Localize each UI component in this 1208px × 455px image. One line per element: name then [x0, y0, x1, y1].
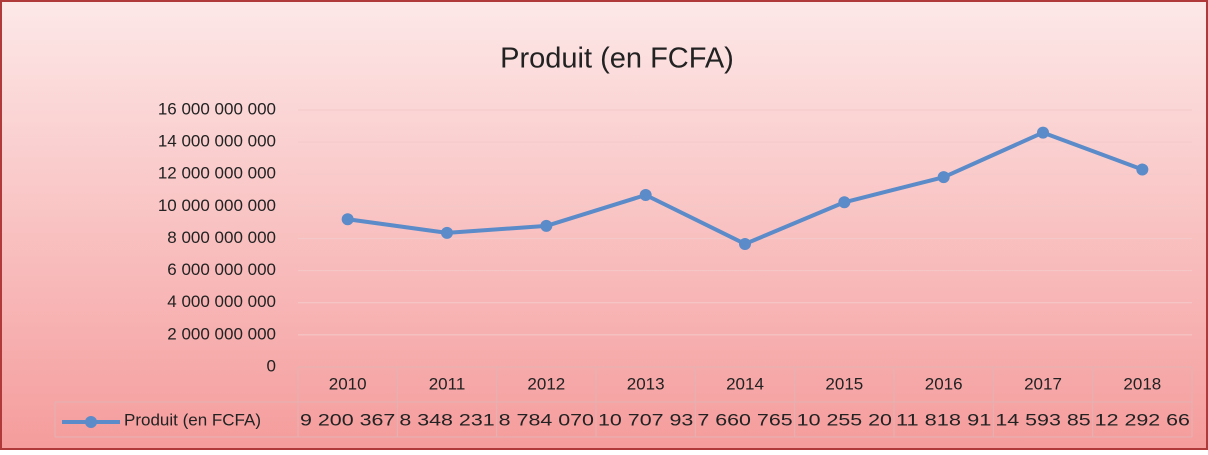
- data-point: [1136, 163, 1149, 176]
- x-tick-label: 2017: [1024, 374, 1062, 393]
- table-value: 12 292 66: [1095, 410, 1190, 429]
- legend-label: Produit (en FCFA): [124, 410, 261, 429]
- table-value: 9 200 367: [300, 410, 395, 429]
- data-point: [739, 237, 751, 250]
- data-point: [838, 196, 851, 209]
- y-tick-label: 2 000 000 000: [167, 324, 276, 343]
- data-point: [1037, 126, 1049, 139]
- x-tick-label: 2010: [329, 374, 367, 393]
- x-tick-label: 2011: [429, 374, 466, 393]
- y-tick-label: 8 000 000 000: [167, 228, 276, 247]
- data-point: [639, 189, 652, 202]
- table-value: 10 255 20: [797, 410, 892, 429]
- y-tick-label: 4 000 000 000: [167, 292, 276, 311]
- y-tick-label: 6 000 000 000: [167, 260, 276, 279]
- data-point: [937, 171, 950, 184]
- table-value: 8 348 231: [399, 410, 494, 429]
- table-value: 8 784 070: [499, 410, 594, 429]
- table-value: 14 593 85: [995, 410, 1090, 429]
- y-tick-label: 0: [267, 356, 276, 375]
- y-tick-label: 14 000 000 000: [158, 132, 276, 151]
- x-tick-label: 2018: [1123, 374, 1161, 393]
- y-tick-label: 12 000 000 000: [158, 164, 276, 183]
- y-tick-label: 16 000 000 000: [158, 99, 276, 118]
- x-tick-label: 2013: [627, 374, 665, 393]
- y-tick-label: 10 000 000 000: [158, 196, 276, 215]
- table-value: 7 660 765: [697, 410, 792, 429]
- data-point: [441, 226, 453, 239]
- table-value: 11 818 91: [896, 410, 991, 429]
- x-tick-label: 2015: [825, 374, 863, 393]
- legend-marker: [85, 416, 97, 428]
- chart-title: Produit (en FCFA): [500, 43, 734, 75]
- x-tick-label: 2014: [726, 374, 764, 393]
- x-tick-label: 2012: [527, 374, 565, 393]
- x-tick-label: 2016: [925, 374, 963, 393]
- data-point: [341, 213, 354, 226]
- data-point: [540, 219, 553, 232]
- table-value: 10 707 93: [598, 410, 693, 429]
